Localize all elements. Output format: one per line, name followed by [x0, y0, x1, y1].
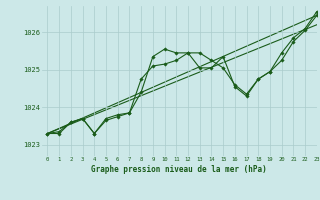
X-axis label: Graphe pression niveau de la mer (hPa): Graphe pression niveau de la mer (hPa)	[91, 165, 267, 174]
